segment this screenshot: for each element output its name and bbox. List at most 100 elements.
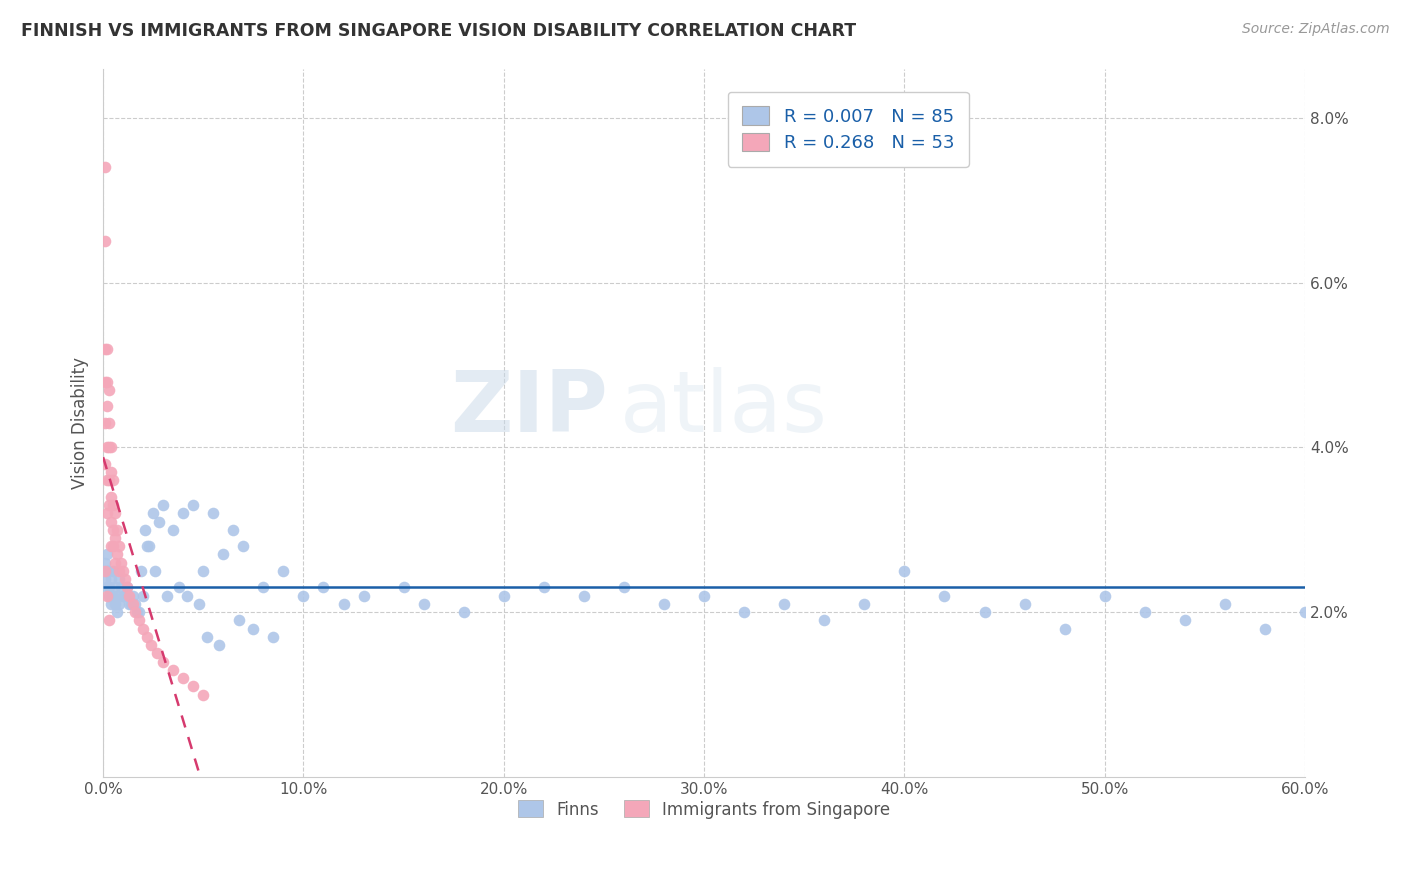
Point	[98, 474, 121, 488]
Point	[533, 581, 555, 595]
Text: ZIP: ZIP	[450, 367, 607, 450]
Point	[94, 416, 117, 430]
Point	[100, 490, 122, 504]
Point	[1174, 613, 1197, 627]
Point	[94, 342, 117, 356]
Point	[115, 581, 138, 595]
Point	[98, 383, 121, 397]
Point	[134, 523, 156, 537]
Point	[613, 581, 636, 595]
Point	[98, 613, 121, 627]
Point	[101, 474, 124, 488]
Point	[172, 506, 194, 520]
Point	[242, 622, 264, 636]
Point	[146, 646, 169, 660]
Point	[1294, 605, 1316, 619]
Point	[110, 556, 132, 570]
Point	[98, 441, 121, 455]
Point	[202, 506, 225, 520]
Point	[262, 630, 284, 644]
Point	[104, 581, 127, 595]
Point	[96, 375, 118, 389]
Point	[96, 564, 118, 578]
Point	[100, 441, 122, 455]
Point	[96, 506, 118, 520]
Point	[108, 572, 131, 586]
Point	[162, 663, 184, 677]
Point	[98, 498, 121, 512]
Point	[853, 597, 876, 611]
Point	[332, 597, 354, 611]
Point	[172, 671, 194, 685]
Text: FINNISH VS IMMIGRANTS FROM SINGAPORE VISION DISABILITY CORRELATION CHART: FINNISH VS IMMIGRANTS FROM SINGAPORE VIS…	[21, 22, 856, 40]
Point	[96, 399, 118, 413]
Point	[98, 589, 121, 603]
Point	[392, 581, 415, 595]
Point	[492, 589, 515, 603]
Point	[143, 564, 166, 578]
Point	[124, 605, 146, 619]
Point	[94, 572, 117, 586]
Point	[252, 581, 274, 595]
Point	[112, 589, 135, 603]
Point	[108, 597, 131, 611]
Point	[105, 589, 128, 603]
Point	[1053, 622, 1076, 636]
Point	[453, 605, 475, 619]
Point	[98, 416, 121, 430]
Point	[114, 589, 136, 603]
Point	[1213, 597, 1236, 611]
Point	[222, 523, 245, 537]
Y-axis label: Vision Disability: Vision Disability	[72, 357, 89, 489]
Point	[195, 630, 218, 644]
Point	[652, 597, 675, 611]
Point	[128, 605, 150, 619]
Point	[100, 572, 122, 586]
Point	[118, 597, 141, 611]
Point	[188, 597, 211, 611]
Point	[232, 539, 254, 553]
Point	[129, 564, 152, 578]
Point	[733, 605, 755, 619]
Point	[162, 523, 184, 537]
Point	[104, 531, 127, 545]
Point	[94, 375, 117, 389]
Point	[108, 539, 131, 553]
Point	[96, 474, 118, 488]
Point	[152, 655, 174, 669]
Point	[572, 589, 595, 603]
Point	[693, 589, 716, 603]
Point	[292, 589, 315, 603]
Point	[105, 548, 128, 562]
Legend: Finns, Immigrants from Singapore: Finns, Immigrants from Singapore	[512, 794, 897, 825]
Point	[141, 638, 163, 652]
Point	[132, 622, 155, 636]
Point	[128, 613, 150, 627]
Point	[100, 465, 122, 479]
Point	[96, 342, 118, 356]
Point	[934, 589, 956, 603]
Point	[212, 548, 235, 562]
Point	[167, 581, 190, 595]
Point	[813, 613, 835, 627]
Point	[193, 688, 215, 702]
Point	[100, 589, 122, 603]
Point	[108, 564, 131, 578]
Point	[100, 539, 122, 553]
Point	[96, 548, 118, 562]
Point	[114, 572, 136, 586]
Point	[208, 638, 231, 652]
Point	[136, 630, 159, 644]
Point	[115, 581, 138, 595]
Point	[122, 589, 145, 603]
Point	[124, 597, 146, 611]
Point	[138, 539, 160, 553]
Point	[104, 556, 127, 570]
Point	[193, 564, 215, 578]
Point	[105, 605, 128, 619]
Point	[100, 515, 122, 529]
Point	[96, 581, 118, 595]
Point	[156, 589, 179, 603]
Point	[228, 613, 250, 627]
Point	[1254, 622, 1277, 636]
